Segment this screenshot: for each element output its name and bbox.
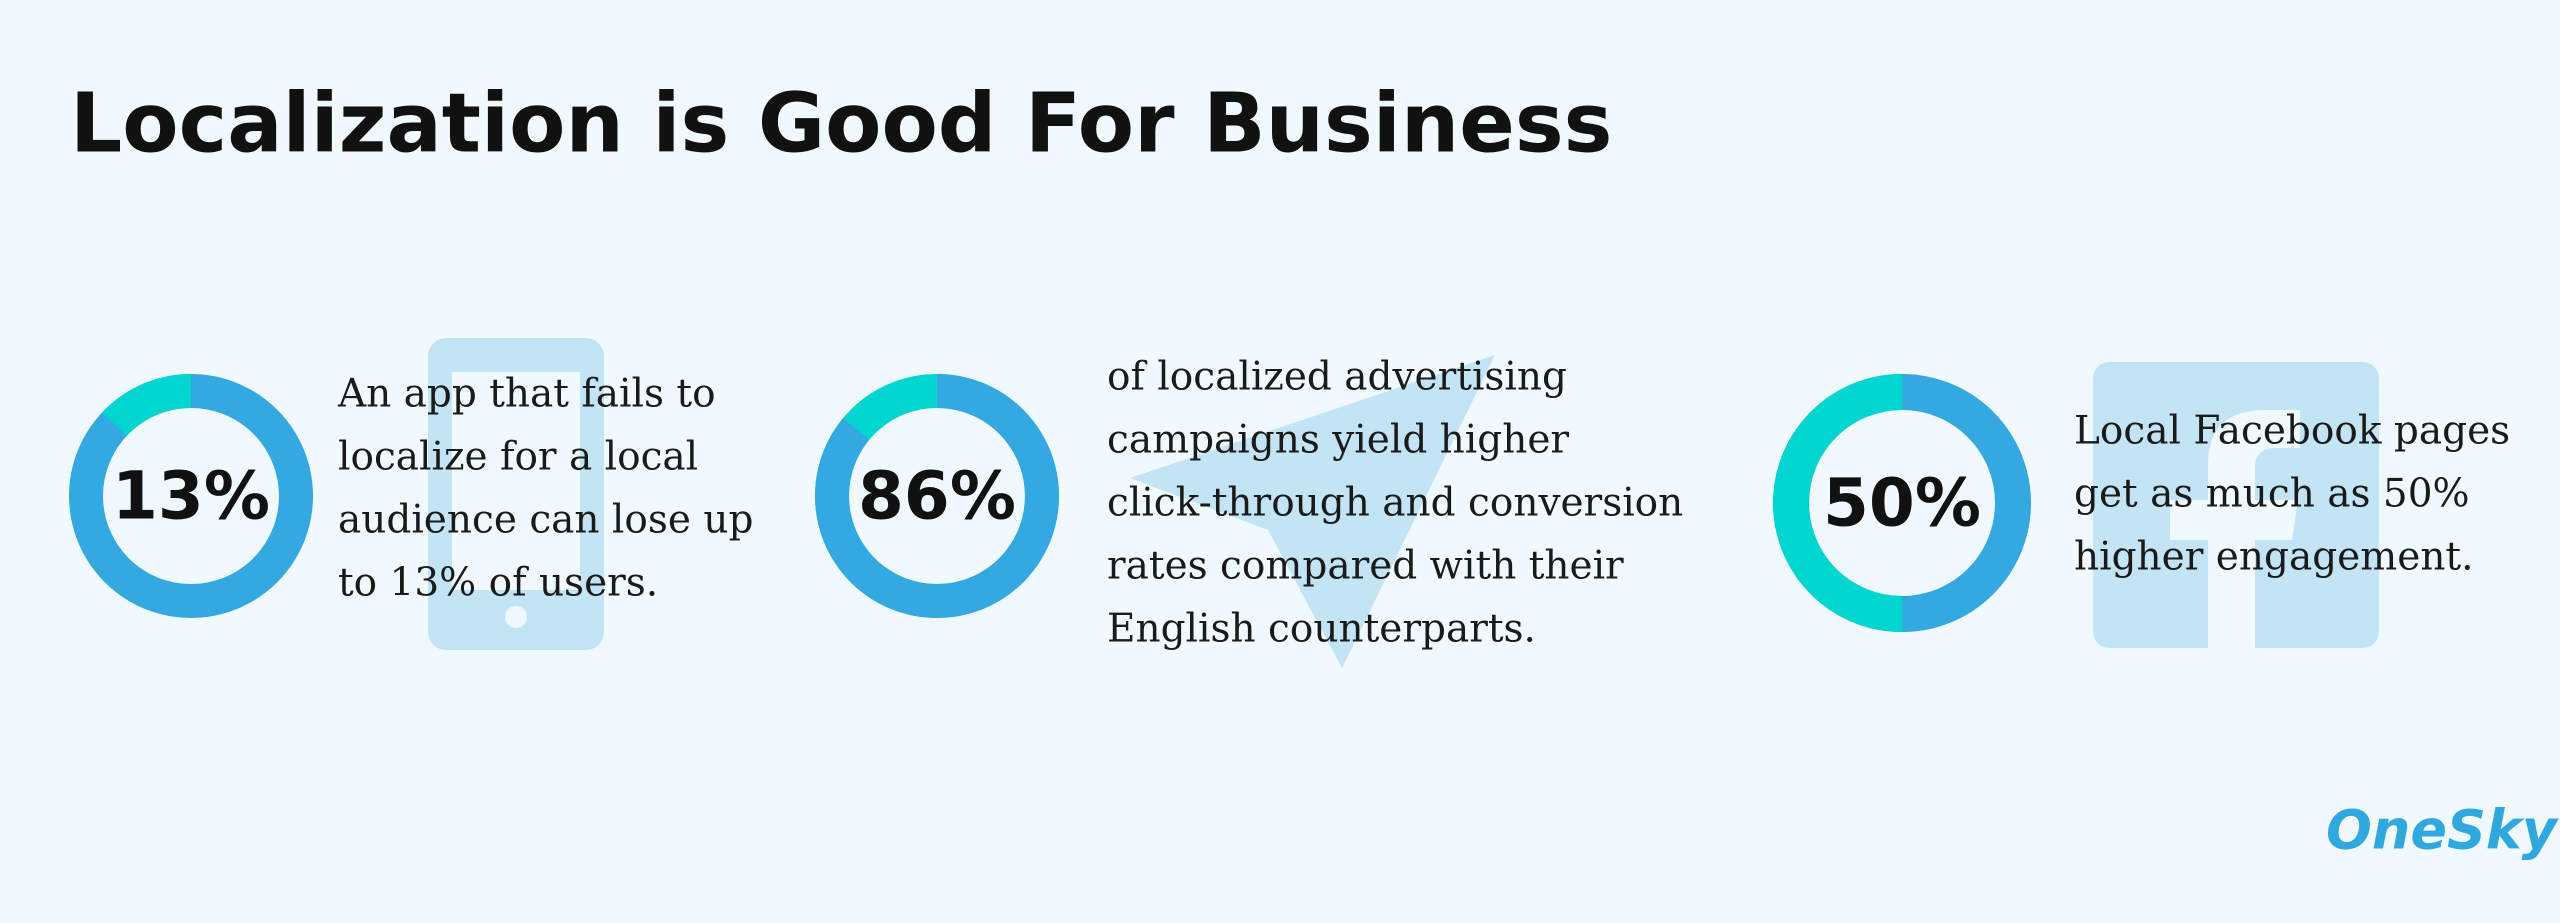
title: Localization is Good For Business	[70, 77, 1612, 172]
description-line: rates compared with their	[1107, 544, 1624, 589]
description-line: click-through and conversion	[1107, 481, 1683, 526]
description-line: English counterparts.	[1107, 607, 1536, 652]
percentage-label: 86%	[858, 458, 1016, 535]
phone-screen	[452, 372, 580, 590]
description-line: Local Facebook pages	[2074, 409, 2510, 454]
description-line: to 13% of users.	[338, 561, 658, 606]
donut-segment	[102, 374, 192, 437]
description-line: get as much as 50%	[2074, 472, 2470, 517]
donut-segment	[815, 374, 1059, 618]
decor	[428, 338, 2379, 668]
description-line: An app that fails to	[337, 372, 716, 417]
donut-segment	[1773, 374, 1903, 632]
description-line: localize for a local	[338, 435, 698, 480]
logo: OneSky	[2326, 799, 2560, 862]
description-line: campaigns yield higher	[1107, 418, 1569, 463]
percentage-label: 13%	[112, 458, 270, 535]
percentage-label: 50%	[1823, 465, 1981, 542]
description-line: higher engagement.	[2074, 535, 2474, 580]
cursor-icon	[1130, 355, 1495, 668]
facebook-f	[2170, 410, 2300, 648]
phone-button	[505, 606, 527, 628]
description-line: audience can lose up	[338, 498, 753, 543]
description-line: of localized advertising	[1107, 355, 1567, 400]
